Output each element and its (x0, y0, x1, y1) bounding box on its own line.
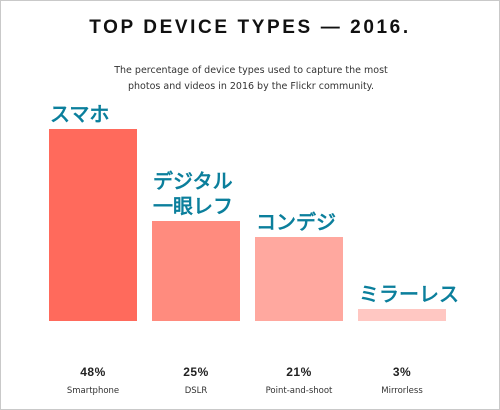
chart-title: TOP DEVICE TYPES — 2016. (89, 17, 411, 38)
value-label-mirrorless: 3% (393, 365, 411, 379)
jp-label-point-and-shoot-1: コンデジ (256, 210, 336, 234)
jp-label-dslr-1: デジタル (153, 169, 233, 193)
value-label-point-and-shoot: 21% (286, 365, 312, 379)
category-label-dslr: DSLR (185, 386, 208, 396)
jp-label-dslr-2: 一眼レフ (153, 194, 233, 218)
jp-label-mirrorless-1: ミラーレス (359, 282, 459, 306)
bar-mirrorless (358, 309, 446, 321)
value-label-dslr: 25% (183, 365, 209, 379)
subtitle-line-1: The percentage of device types used to c… (114, 65, 388, 76)
category-label-point-and-shoot: Point-and-shoot (266, 386, 333, 396)
category-label-smartphone: Smartphone (67, 386, 119, 396)
subtitle-line-2: photos and videos in 2016 by the Flickr … (128, 81, 374, 92)
bar-smartphone (49, 129, 137, 321)
category-label-mirrorless: Mirrorless (381, 386, 423, 396)
bar-dslr (152, 221, 240, 321)
chart-subtitle: The percentage of device types used to c… (106, 63, 396, 95)
value-label-smartphone: 48% (80, 365, 106, 379)
bar-point-and-shoot (255, 237, 343, 321)
jp-label-smartphone-1: スマホ (50, 102, 109, 126)
